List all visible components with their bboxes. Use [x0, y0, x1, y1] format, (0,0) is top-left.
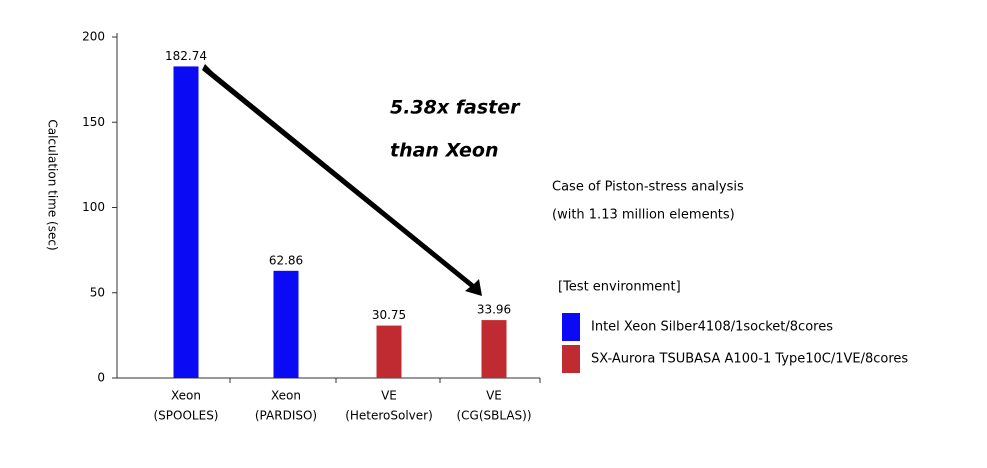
x-tick-label: (HeteroSolver): [345, 409, 433, 423]
annotation: than Xeon: [390, 140, 498, 162]
x-tick-label: (CG(SBLAS)): [456, 409, 531, 423]
y-tick-label: 150: [82, 115, 105, 129]
arrow: [202, 64, 482, 296]
legend-swatch: [562, 345, 580, 373]
note: (with 1.13 million elements): [552, 208, 735, 223]
legend-swatch: [562, 313, 580, 341]
y-tick-label: 50: [90, 285, 105, 299]
data-label: 30.75: [372, 308, 406, 322]
bar: [481, 320, 507, 378]
x-tick-label: (PARDISO): [255, 409, 317, 423]
x-tick-label: VE: [381, 389, 397, 403]
data-label: 182.74: [165, 49, 207, 63]
y-axis-label: Calculation time (sec): [46, 119, 60, 250]
x-tick-label: VE: [486, 389, 502, 403]
bar: [273, 270, 299, 378]
y-tick-label: 200: [82, 30, 105, 44]
bar: [376, 325, 402, 378]
y-tick-label: 100: [82, 200, 105, 214]
x-tick-label: Xeon: [271, 389, 301, 403]
data-label: 62.86: [269, 253, 303, 267]
bar: [173, 66, 199, 379]
legend-title: [Test environment]: [558, 280, 681, 295]
legend-label: Intel Xeon Silber4108/1socket/8cores: [591, 320, 833, 335]
y-tick-label: 0: [97, 371, 105, 385]
annotation: 5.38x faster: [390, 97, 521, 119]
x-tick-label: Xeon: [171, 389, 201, 403]
x-tick-label: (SPOOLES): [154, 409, 219, 423]
data-label: 33.96: [477, 303, 511, 317]
legend-label: SX-Aurora TSUBASA A100-1 Type10C/1VE/8co…: [591, 352, 908, 367]
note: Case of Piston-stress analysis: [552, 180, 744, 195]
